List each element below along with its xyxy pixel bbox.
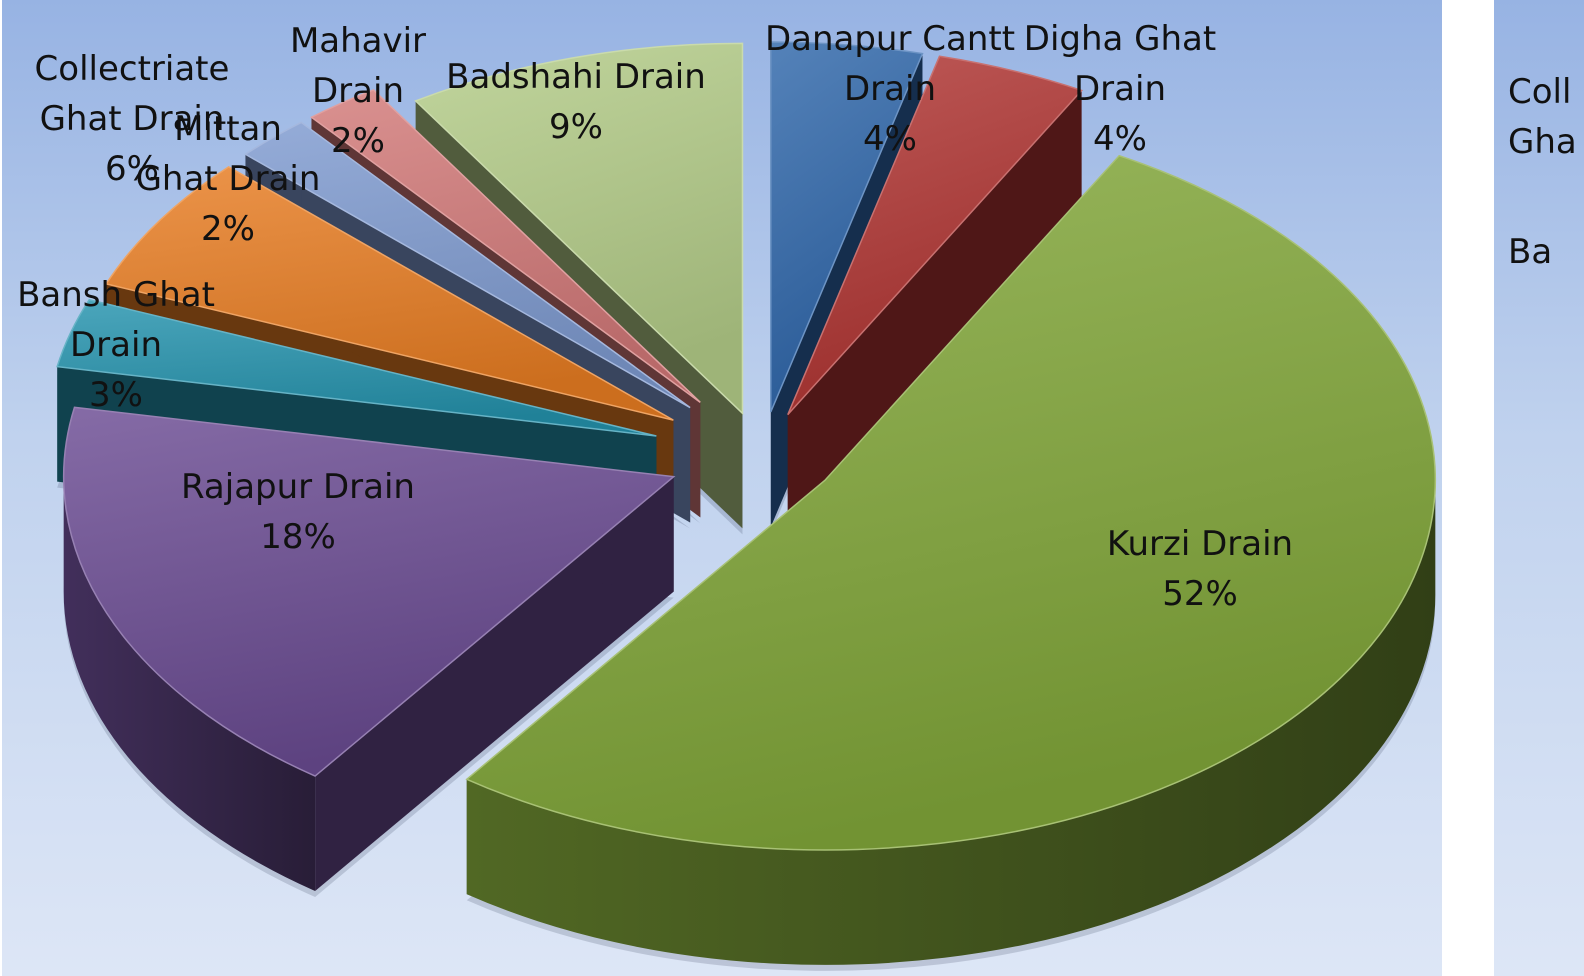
second-chart-label-fragment: Ba — [1508, 232, 1552, 272]
slice-top — [465, 154, 1437, 851]
slice-label: Collectriate Ghat Drain 6% — [35, 49, 230, 189]
slice-rim — [63, 476, 316, 892]
second-chart-label-fragment: Coll — [1508, 72, 1571, 112]
slice-top — [787, 55, 1083, 416]
second-chart-panel-cropped: Coll Gha Ba — [1494, 0, 1584, 976]
slice-label: Danapur Cantt Drain 4% — [765, 19, 1015, 159]
slice-label: Kurzi Drain 52% — [1107, 524, 1293, 614]
slice-label: Bansh Ghat Drain 3% — [17, 275, 215, 415]
second-chart-fragments: Coll Gha Ba — [1508, 72, 1577, 272]
slice-top — [414, 42, 744, 416]
slice-label: Badshahi Drain 9% — [446, 57, 706, 147]
slice-top — [62, 406, 676, 777]
slice-top — [244, 121, 691, 409]
slice-label: Mahavir Drain 2% — [290, 21, 426, 161]
slice-top — [770, 41, 924, 413]
slice-top — [56, 298, 657, 437]
slice-top — [310, 89, 701, 403]
slice-top — [104, 165, 674, 421]
slice-label: Mittan Ghat Drain 2% — [136, 109, 321, 249]
pie-chart-panel: Danapur Cantt Drain 4% Digha Ghat Drain 4% Kur… — [0, 0, 1442, 976]
slice-label: Digha Ghat Drain 4% — [1024, 19, 1216, 159]
pie-slice-kurzi-drain — [465, 154, 1437, 971]
pie-slice-rajapur-drain — [62, 406, 676, 898]
slice-label: Rajapur Drain 18% — [181, 467, 415, 557]
slice-side-wall — [787, 90, 1082, 530]
pie-chart: Danapur Cantt Drain 4%Digha Ghat Drain 4% Kur… — [17, 19, 1437, 971]
second-chart-label-fragment: Gha — [1508, 122, 1577, 162]
